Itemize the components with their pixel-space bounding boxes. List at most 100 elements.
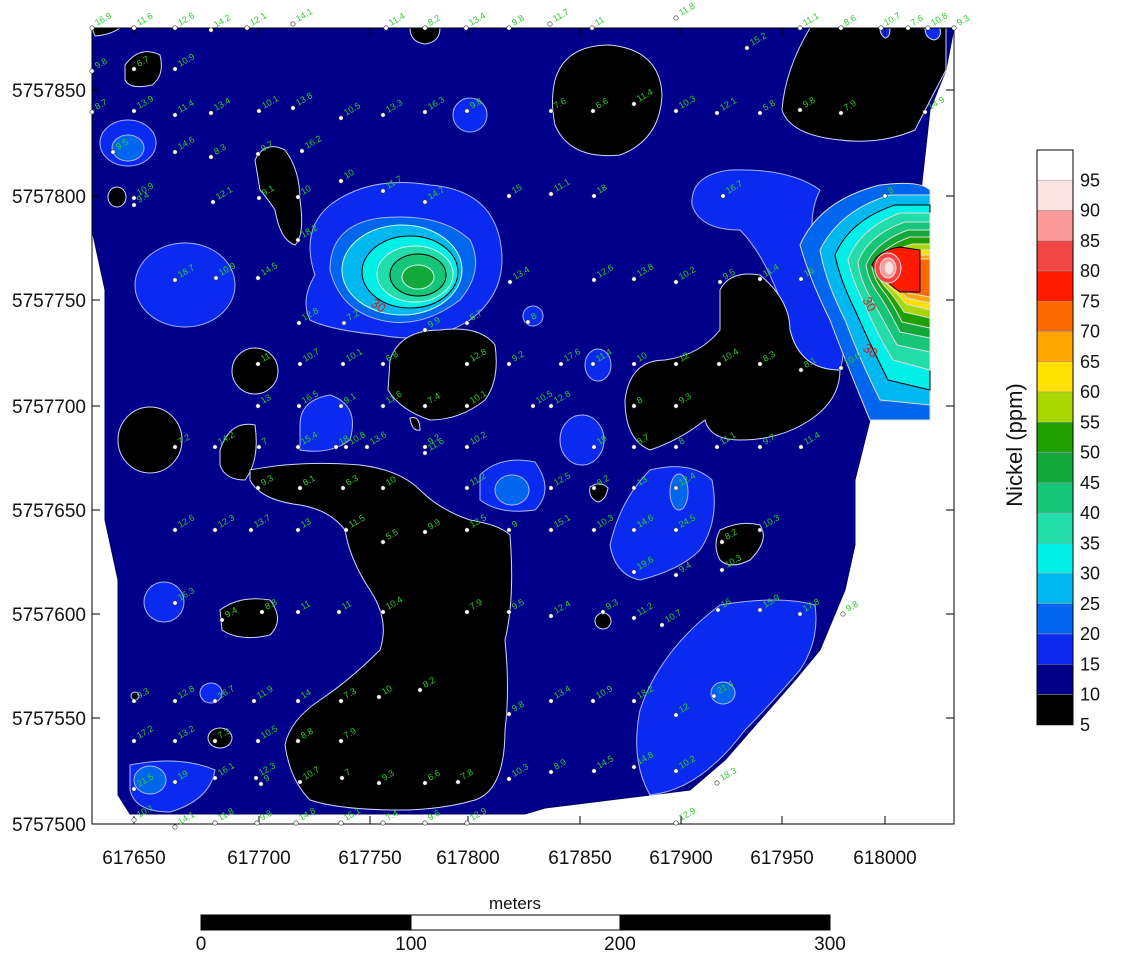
sample-point bbox=[548, 403, 554, 409]
sample-point bbox=[463, 25, 469, 31]
sample-point bbox=[343, 444, 349, 450]
sample-value-label: 13 bbox=[259, 392, 273, 406]
sample-value-label: 13.4 bbox=[467, 10, 487, 27]
y-tick-label: 5757800 bbox=[12, 187, 86, 208]
legend-label: 40 bbox=[1080, 503, 1100, 523]
sample-point bbox=[422, 25, 428, 31]
sample-value-label: 15 bbox=[510, 182, 524, 196]
sample-point bbox=[299, 148, 305, 154]
sample-point bbox=[338, 178, 344, 184]
sample-point bbox=[89, 25, 95, 31]
sample-point bbox=[715, 607, 721, 613]
sample-point bbox=[253, 775, 259, 781]
sample-point bbox=[212, 444, 218, 450]
sample-point bbox=[717, 279, 723, 285]
sample-point bbox=[464, 108, 470, 114]
sample-point bbox=[878, 25, 884, 31]
sample-value-label: 7 bbox=[260, 436, 269, 447]
sample-point bbox=[673, 444, 679, 450]
sample-point bbox=[464, 320, 470, 326]
sample-point bbox=[464, 444, 470, 450]
scale-bar-title: meters bbox=[489, 894, 541, 913]
sample-point bbox=[590, 108, 596, 114]
sample-point bbox=[172, 444, 178, 450]
sample-value-label: 18 bbox=[337, 433, 351, 447]
sample-point bbox=[673, 485, 679, 491]
sample-point bbox=[255, 151, 261, 157]
sample-point bbox=[673, 820, 679, 826]
y-tick-label: 5757850 bbox=[12, 81, 86, 102]
sample-point bbox=[380, 539, 386, 545]
legend-label: 80 bbox=[1080, 261, 1100, 281]
sample-value-label: 12.6 bbox=[176, 10, 196, 27]
legend-label: 75 bbox=[1080, 291, 1100, 311]
y-tick-label: 5757500 bbox=[12, 815, 86, 836]
sample-point bbox=[631, 361, 637, 367]
sample-value-label: 8 bbox=[635, 395, 644, 406]
legend-swatch bbox=[1036, 603, 1074, 635]
sample-value-label: 18.3 bbox=[718, 765, 738, 782]
sample-point bbox=[591, 444, 597, 450]
sample-point bbox=[212, 738, 218, 744]
sample-point bbox=[840, 611, 846, 617]
sample-point bbox=[464, 527, 470, 533]
sample-point bbox=[659, 622, 665, 628]
sample-point bbox=[422, 780, 428, 786]
legend-swatch bbox=[1036, 694, 1074, 725]
sample-point bbox=[258, 781, 264, 787]
anomaly-east bbox=[799, 182, 931, 421]
sample-point bbox=[380, 609, 386, 615]
sample-point bbox=[590, 361, 596, 367]
sample-point bbox=[380, 112, 386, 118]
sample-point bbox=[338, 115, 344, 121]
legend-label: 45 bbox=[1080, 473, 1100, 493]
sample-point bbox=[256, 108, 262, 114]
sample-point bbox=[172, 779, 178, 785]
sample-point bbox=[212, 527, 218, 533]
sample-value-label: 16 bbox=[719, 596, 733, 610]
sample-point bbox=[295, 237, 301, 243]
sample-point bbox=[631, 764, 637, 770]
sample-point bbox=[213, 275, 219, 281]
sample-point bbox=[248, 527, 254, 533]
sample-value-label: 18 bbox=[595, 182, 609, 196]
sample-point bbox=[172, 66, 178, 72]
legend-swatch bbox=[1036, 301, 1074, 332]
sample-point bbox=[380, 403, 386, 409]
sample-point bbox=[548, 613, 554, 619]
sample-value-label: 13 bbox=[635, 474, 649, 488]
sample-point bbox=[631, 276, 637, 282]
x-tick-label: 617650 bbox=[102, 848, 165, 869]
sample-point bbox=[422, 820, 428, 826]
sample-point bbox=[673, 712, 679, 718]
sample-value-label: 11.1 bbox=[801, 11, 821, 28]
sample-point bbox=[464, 403, 470, 409]
sample-value-label: 11.8 bbox=[677, 1, 697, 18]
legend-swatch bbox=[1036, 422, 1074, 453]
sample-value-label: 14.2 bbox=[212, 12, 232, 29]
sample-point bbox=[380, 485, 386, 491]
y-tick-label: 5757700 bbox=[12, 397, 86, 418]
sample-point bbox=[296, 403, 302, 409]
sample-point bbox=[757, 527, 763, 533]
sample-point bbox=[464, 361, 470, 367]
sample-point bbox=[631, 403, 637, 409]
sample-point bbox=[172, 698, 178, 704]
contour-label-30-east: 30 bbox=[859, 294, 879, 314]
sample-point bbox=[506, 361, 512, 367]
legend-label: 90 bbox=[1080, 201, 1100, 221]
sample-point bbox=[591, 277, 597, 283]
legend-label: 15 bbox=[1080, 654, 1100, 674]
sample-point bbox=[297, 779, 303, 785]
sample-point bbox=[172, 600, 178, 606]
sample-value-label: 9.3 bbox=[955, 13, 971, 28]
sample-point bbox=[256, 444, 262, 450]
sample-point bbox=[525, 319, 531, 325]
sample-point bbox=[172, 149, 178, 155]
sample-point bbox=[336, 609, 342, 615]
sample-point bbox=[719, 539, 725, 545]
sample-value-label: 19 bbox=[595, 433, 609, 447]
sample-value-label: 8 bbox=[886, 185, 895, 196]
sample-point bbox=[208, 154, 214, 160]
y-tick-label: 5757750 bbox=[12, 291, 86, 312]
